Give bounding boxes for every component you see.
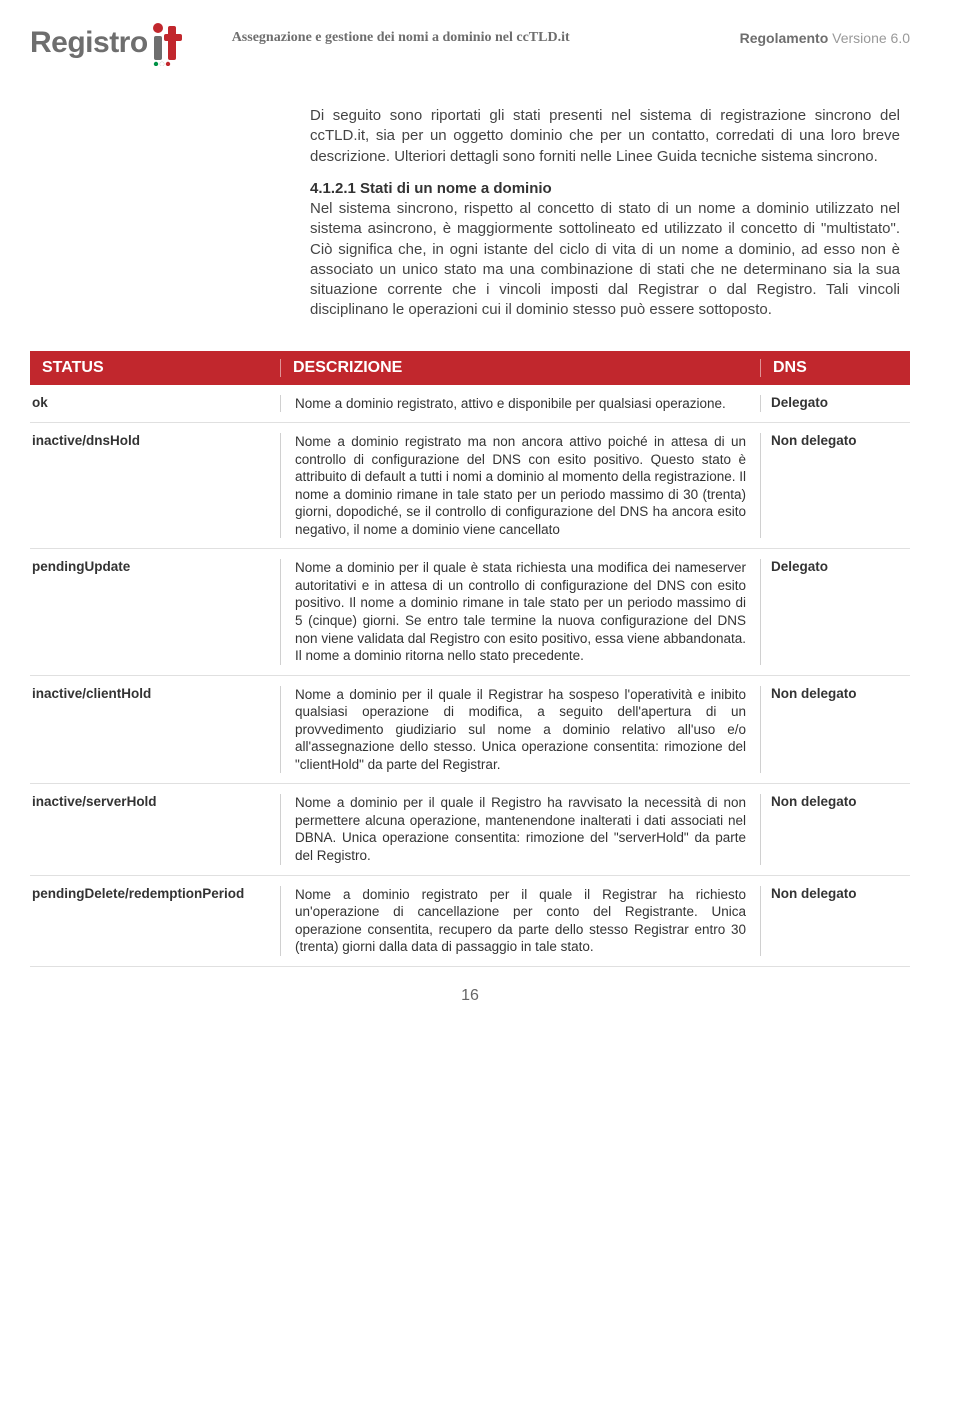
cell-status: inactive/serverHold [30,794,280,864]
cell-status: pendingUpdate [30,559,280,664]
section-number-title: 4.1.2.1 Stati di un nome a dominio [310,180,552,197]
logo-text: Registro [30,26,148,60]
table-body: okNome a dominio registrato, attivo e di… [30,385,910,967]
cell-status: inactive/dnsHold [30,433,280,538]
header-subtitle: Assegnazione e gestione dei nomi a domin… [192,20,740,46]
cell-description: Nome a dominio per il quale il Registrar… [280,686,760,774]
table-row: inactive/dnsHoldNome a dominio registrat… [30,423,910,549]
cell-dns: Delegato [760,395,910,413]
table-row: inactive/clientHoldNome a dominio per il… [30,676,910,785]
th-status: STATUS [30,359,280,377]
header-version: Regolamento Versione 6.0 [740,20,910,46]
intro-para-2: Nel sistema sincrono, rispetto al concet… [310,200,900,318]
intro-block: Di seguito sono riportati gli stati pres… [310,106,900,321]
cell-status: inactive/clientHold [30,686,280,774]
cell-dns: Non delegato [760,886,910,956]
cell-dns: Non delegato [760,794,910,864]
cell-description: Nome a dominio per il quale il Registro … [280,794,760,864]
table-row: okNome a dominio registrato, attivo e di… [30,385,910,424]
th-description: DESCRIZIONE [280,359,760,377]
cell-dns: Non delegato [760,433,910,538]
page-number: 16 [30,987,910,1005]
status-table: STATUS DESCRIZIONE DNS okNome a dominio … [30,351,910,967]
cell-dns: Delegato [760,559,910,664]
table-header-row: STATUS DESCRIZIONE DNS [30,351,910,385]
intro-section: 4.1.2.1 Stati di un nome a dominio Nel s… [310,179,900,321]
logo: Registro [30,20,192,66]
cell-status: ok [30,395,280,413]
th-dns: DNS [760,359,910,377]
cell-dns: Non delegato [760,686,910,774]
cell-description: Nome a dominio registrato, attivo e disp… [280,395,760,413]
header-version-light: Versione 6.0 [828,30,910,46]
table-row: pendingDelete/redemptionPeriodNome a dom… [30,876,910,967]
cell-description: Nome a dominio registrato ma non ancora … [280,433,760,538]
cell-description: Nome a dominio registrato per il quale i… [280,886,760,956]
logo-it-icon [150,20,192,66]
header-version-bold: Regolamento [740,30,829,46]
table-row: inactive/serverHoldNome a dominio per il… [30,784,910,875]
cell-status: pendingDelete/redemptionPeriod [30,886,280,956]
page-header: Registro Assegnazione e gestione dei nom… [30,20,910,66]
page-container: Registro Assegnazione e gestione dei nom… [0,0,960,1035]
cell-description: Nome a dominio per il quale è stata rich… [280,559,760,664]
intro-para-1: Di seguito sono riportati gli stati pres… [310,106,900,167]
table-row: pendingUpdateNome a dominio per il quale… [30,549,910,675]
